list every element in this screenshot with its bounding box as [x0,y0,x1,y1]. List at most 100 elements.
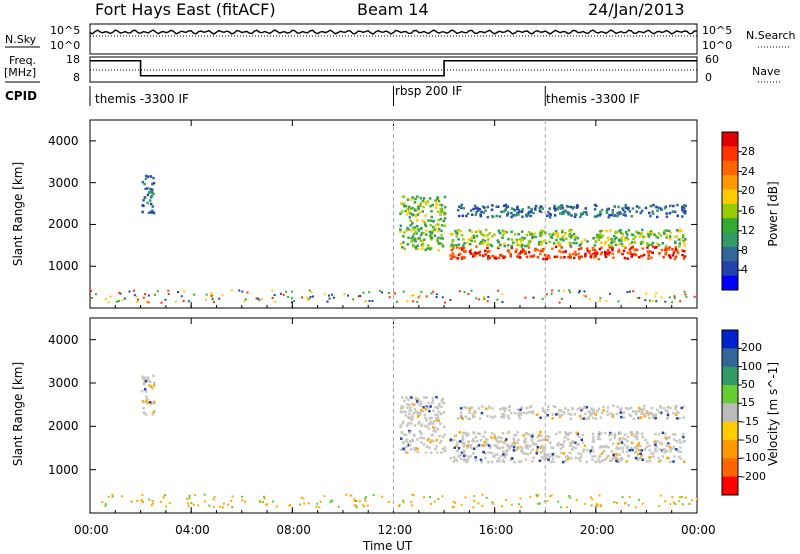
data-cell [438,227,441,231]
data-cell [633,241,637,244]
data-cell [645,292,648,295]
data-cell [521,243,524,247]
data-cell [577,247,581,251]
data-cell [510,246,513,249]
data-cell [615,459,618,463]
data-cell [631,441,634,445]
data-cell [578,244,581,247]
data-cell [520,210,524,213]
data-cell [592,432,595,436]
data-cell [497,457,501,460]
data-cell [468,411,471,414]
data-cell [118,291,121,294]
data-cell [630,446,633,450]
data-cell [119,292,122,295]
data-cell [469,455,472,458]
data-cell [467,440,470,443]
data-cell [430,439,434,442]
data-cell [449,438,453,441]
data-cell [466,212,470,215]
data-cell [647,251,650,254]
data-cell [668,254,671,257]
data-cell [567,211,570,215]
data-cell [422,197,426,200]
data-cell [460,451,464,454]
data-cell [475,234,479,238]
data-cell [633,253,637,256]
data-cell [566,438,570,441]
data-cell [436,428,439,431]
data-cell [419,227,423,231]
data-cell [402,406,405,409]
data-cell [579,456,583,459]
data-cell [458,431,461,434]
data-cell [424,214,427,217]
data-cell [612,234,616,238]
data-cell [591,252,595,256]
data-cell [607,244,611,247]
data-cell [437,218,441,222]
data-cell [205,298,207,301]
data-cell [451,232,454,236]
data-cell [509,255,512,258]
data-cell [501,505,503,508]
data-cell [307,502,310,505]
data-cell [619,231,623,235]
data-cell [679,457,682,460]
data-cell [180,295,183,298]
data-cell [665,444,669,447]
data-cell [661,455,664,458]
data-cell [511,441,515,445]
data-cell [526,453,530,456]
data-cell [527,246,531,249]
data-cell [622,208,625,212]
data-cell [599,212,603,216]
data-cell [485,442,488,445]
data-cell [659,405,662,408]
data-cell [683,244,686,247]
data-cell [586,247,589,250]
data-cell [600,246,603,249]
data-cell [681,503,684,506]
data-cell [546,408,550,412]
data-cell [472,440,476,443]
data-cell [469,446,473,449]
data-cell [556,234,559,238]
data-cell [507,237,510,241]
data-cell [486,242,490,245]
data-cell [604,432,607,435]
data-cell [664,432,667,435]
data-cell [536,445,540,449]
data-cell [672,460,675,463]
data-cell [143,388,147,391]
data-cell [591,416,595,420]
data-cell [594,413,598,416]
data-cell [146,201,149,205]
data-cell [412,433,416,437]
data-cell [565,237,568,240]
data-cell [570,214,573,217]
data-cell [516,211,519,215]
data-cell [642,412,646,416]
data-cell [508,447,511,450]
data-cell [575,241,578,245]
data-cell [436,451,439,454]
data-cell [638,416,642,420]
data-cell [674,407,677,410]
data-cell [550,292,553,295]
data-cell [563,289,565,292]
data-cell [468,250,472,253]
data-cell [581,441,584,444]
data-cell [436,416,440,420]
data-cell [188,494,191,497]
data-cell [478,298,481,301]
data-cell [484,253,488,256]
data-cell [558,212,562,215]
data-cell [520,250,523,253]
data-cell [646,413,650,417]
data-cell [578,290,581,292]
data-cell [429,405,432,408]
data-cell [484,249,487,253]
data-cell [137,298,139,301]
data-cell [615,446,619,449]
